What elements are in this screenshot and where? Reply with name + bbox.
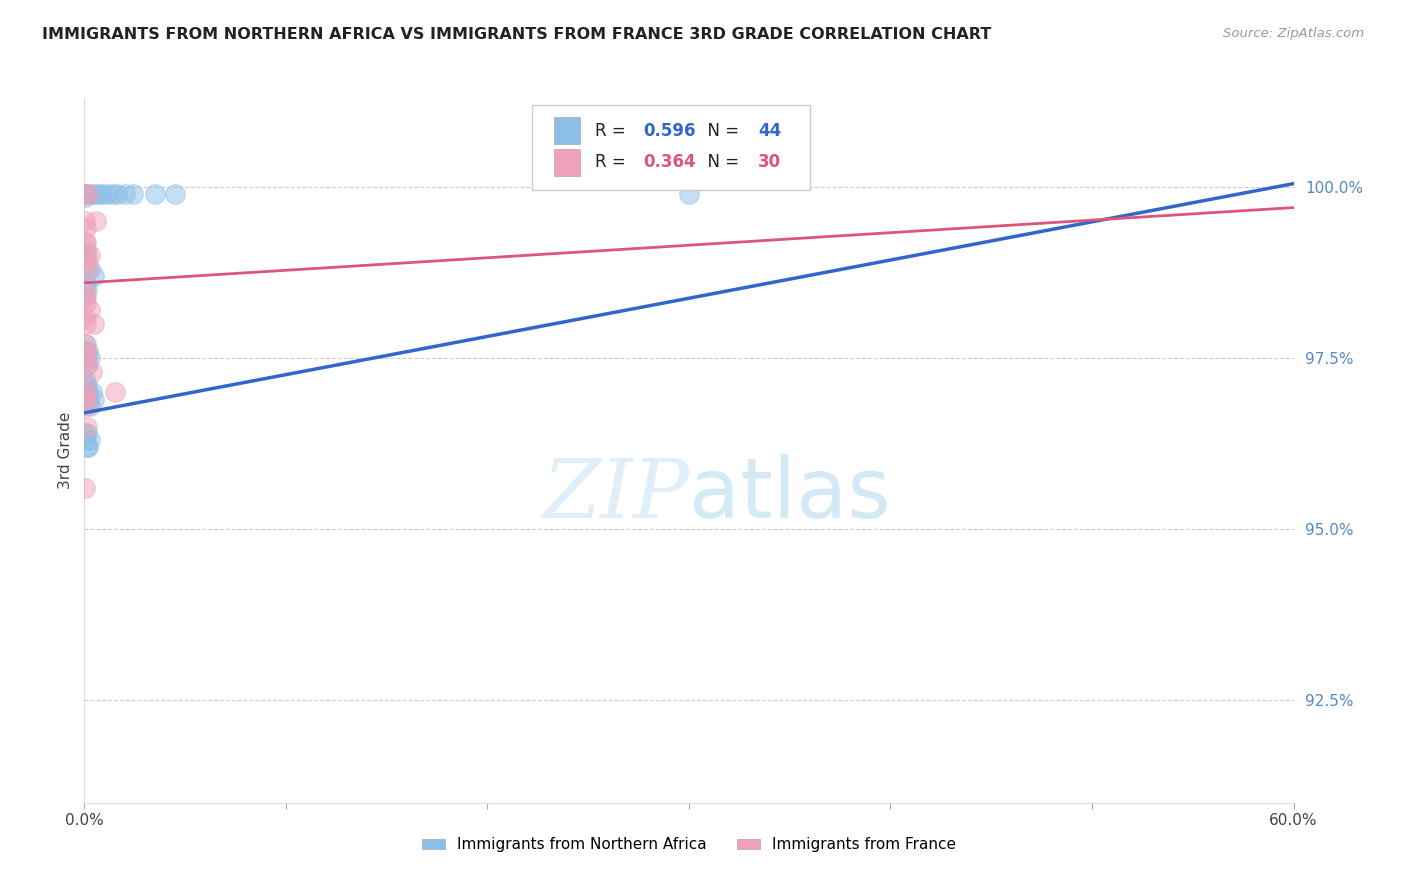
Point (91, 186, 114, 201)
Point (75, 344, 97, 359)
Point (75, 310, 97, 324)
Point (75, 235, 97, 249)
Text: 44: 44 (758, 121, 782, 139)
Point (76, 378, 98, 392)
Point (82, 385, 104, 400)
Point (75, 186, 97, 201)
Text: R =: R = (595, 153, 631, 171)
Point (76, 426, 98, 441)
Text: R =: R = (595, 121, 631, 139)
Point (75, 385, 97, 400)
Legend: Immigrants from Northern Africa, Immigrants from France: Immigrants from Northern Africa, Immigra… (416, 831, 962, 859)
Point (121, 186, 143, 201)
Point (82, 365, 104, 379)
Point (75, 385, 97, 400)
Point (75, 344, 97, 359)
Point (79, 351, 101, 365)
Text: atlas: atlas (689, 454, 890, 535)
Point (75, 392, 97, 406)
Point (76, 283, 98, 297)
Point (75, 186, 97, 201)
Point (87, 186, 110, 201)
Point (76, 392, 98, 406)
Point (75, 426, 97, 441)
Point (75, 276, 97, 290)
Point (79, 303, 101, 318)
FancyBboxPatch shape (554, 149, 581, 176)
Text: 30: 30 (758, 153, 780, 171)
FancyBboxPatch shape (531, 105, 810, 190)
Point (83, 317, 105, 331)
Point (77, 440, 100, 454)
Text: N =: N = (697, 121, 745, 139)
Point (77, 262, 100, 277)
Point (75, 190, 97, 204)
Point (76, 351, 98, 365)
Point (96, 186, 118, 201)
Point (104, 385, 127, 400)
Point (75, 248, 97, 262)
Point (76, 419, 98, 434)
Point (114, 186, 136, 201)
Text: ZIP: ZIP (543, 455, 689, 535)
Point (76, 255, 98, 269)
Point (83, 392, 105, 406)
Point (77, 385, 100, 400)
FancyBboxPatch shape (554, 117, 581, 144)
Point (79, 186, 101, 201)
Point (75, 186, 97, 201)
Point (75, 317, 97, 331)
Point (75, 481, 97, 495)
Point (75, 214, 97, 228)
Point (79, 248, 101, 262)
Point (76, 351, 98, 365)
Point (86, 214, 108, 228)
Point (77, 344, 100, 359)
Text: Source: ZipAtlas.com: Source: ZipAtlas.com (1223, 27, 1364, 40)
Point (79, 399, 101, 413)
Point (678, 186, 700, 201)
Point (75, 283, 97, 297)
Point (75, 337, 97, 351)
Point (83, 186, 105, 201)
Point (76, 358, 98, 372)
Point (76, 248, 98, 262)
Point (75, 221, 97, 235)
Point (79, 262, 101, 277)
Text: 0.596: 0.596 (643, 121, 696, 139)
Point (75, 385, 97, 400)
Point (76, 399, 98, 413)
Point (75, 378, 97, 392)
Point (75, 242, 97, 256)
Point (75, 289, 97, 303)
Y-axis label: 3rd Grade: 3rd Grade (58, 412, 73, 489)
Point (79, 392, 101, 406)
Point (76, 358, 98, 372)
Point (75, 337, 97, 351)
Point (75, 371, 97, 385)
Text: IMMIGRANTS FROM NORTHERN AFRICA VS IMMIGRANTS FROM FRANCE 3RD GRADE CORRELATION : IMMIGRANTS FROM NORTHERN AFRICA VS IMMIG… (42, 27, 991, 42)
Text: 0.364: 0.364 (643, 153, 696, 171)
Point (75, 433, 97, 447)
Point (79, 433, 101, 447)
Point (75, 296, 97, 310)
Text: N =: N = (697, 153, 745, 171)
Point (101, 186, 124, 201)
Point (143, 186, 166, 201)
Point (105, 186, 128, 201)
Point (165, 186, 187, 201)
Point (77, 186, 100, 201)
Point (75, 289, 97, 303)
Point (83, 268, 105, 283)
Point (75, 235, 97, 249)
Point (76, 440, 98, 454)
